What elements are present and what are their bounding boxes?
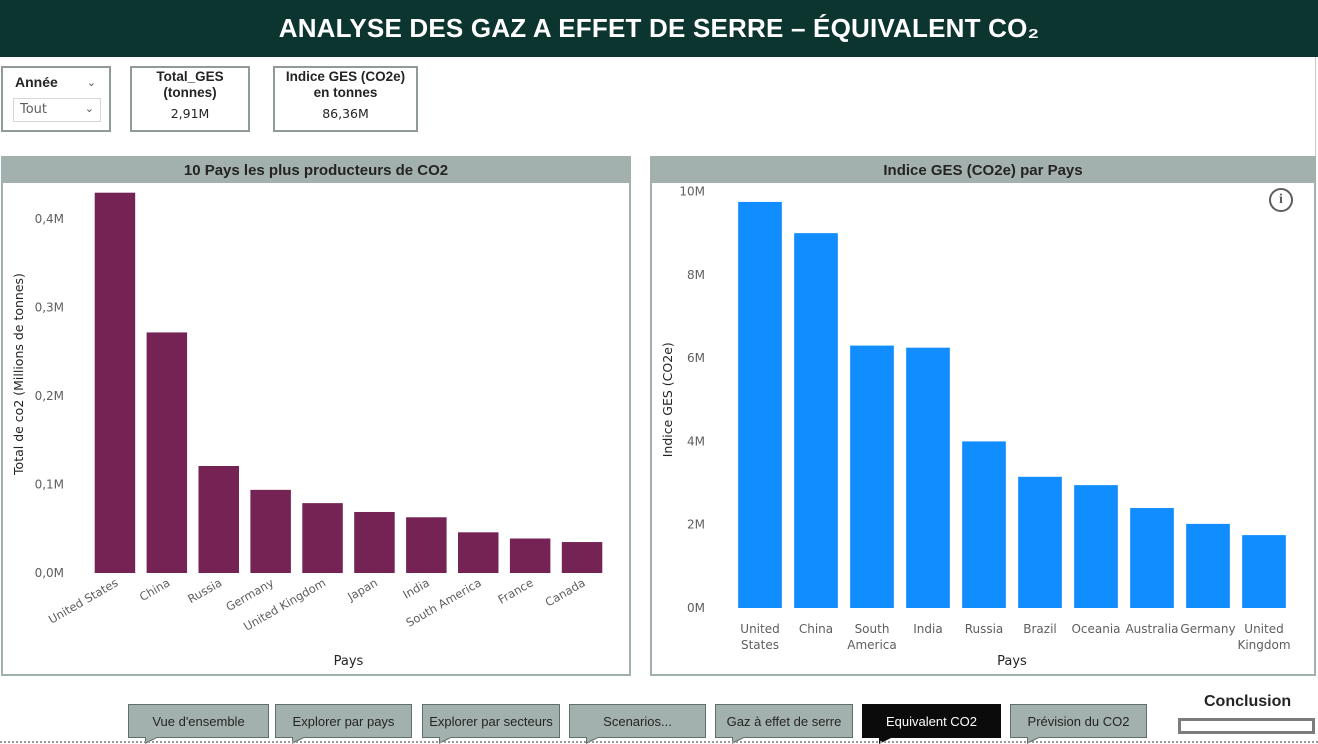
x-tick-label: France bbox=[496, 575, 536, 606]
y-tick-label: 4M bbox=[687, 434, 705, 448]
nav-button[interactable]: Scenarios... bbox=[569, 704, 706, 744]
bar bbox=[1130, 508, 1174, 608]
kpi-card-total-ges: Total_GES (tonnes) 2,91M bbox=[130, 66, 250, 132]
x-axis-label: Pays bbox=[334, 654, 364, 669]
x-tick-label: Russia bbox=[965, 622, 1004, 636]
callout-tail bbox=[293, 737, 304, 742]
chart-title: 10 Pays les plus producteurs de CO2 bbox=[3, 158, 629, 183]
bar bbox=[794, 233, 838, 608]
bar bbox=[962, 441, 1006, 608]
nav-button-label: Vue d'ensemble bbox=[152, 713, 245, 729]
callout-tail bbox=[1028, 737, 1039, 742]
nav-button[interactable]: Prévision du CO2 bbox=[1010, 704, 1147, 744]
x-tick-label: Canada bbox=[543, 575, 588, 609]
x-tick-label: Australia bbox=[1125, 622, 1178, 636]
conclusion-label: Conclusion bbox=[1204, 693, 1292, 710]
chart-title: Indice GES (CO2e) par Pays bbox=[652, 158, 1314, 183]
nav-button[interactable]: Explorer par secteurs bbox=[422, 704, 560, 744]
kpi-value: 86,36M bbox=[322, 106, 369, 121]
y-tick-label: 0M bbox=[687, 601, 705, 615]
bar bbox=[250, 489, 291, 573]
x-tick-label: Russia bbox=[185, 575, 224, 606]
bar bbox=[302, 503, 343, 573]
nav-button[interactable]: Explorer par pays bbox=[275, 704, 412, 744]
y-tick-label: 0,0M bbox=[35, 566, 64, 580]
callout-tail bbox=[880, 737, 891, 742]
x-tick-label: United States bbox=[740, 622, 779, 652]
report-header: ANALYSE DES GAZ A EFFET DE SERRE – ÉQUIV… bbox=[0, 0, 1318, 57]
ges-by-country-bar-chart: 0M 2M 4M 6M 8M 10M United States China South Ameri… bbox=[660, 185, 1291, 670]
chevron-down-icon: ⌄ bbox=[84, 102, 94, 115]
bar bbox=[458, 532, 499, 573]
ges-by-country-chart-panel: Indice GES (CO2e) par Pays 0M 2M 4M 6M 8M 10M… bbox=[650, 156, 1316, 676]
nav-button-label: Scenarios... bbox=[603, 713, 672, 729]
x-tick-label: United Kingdom bbox=[1237, 622, 1290, 652]
y-tick-label: 10M bbox=[679, 185, 705, 199]
page-title: ANALYSE DES GAZ A EFFET DE SERRE – ÉQUIV… bbox=[278, 13, 1040, 43]
bar bbox=[509, 538, 551, 573]
nav-button-label: Explorer par secteurs bbox=[429, 713, 553, 729]
co2-top10-chart-panel: 10 Pays les plus producteurs de CO2 0,0M… bbox=[1, 156, 631, 676]
bar bbox=[906, 347, 950, 608]
y-tick-label: 0,1M bbox=[35, 478, 64, 492]
callout-tail bbox=[146, 737, 157, 742]
chevron-down-icon[interactable]: ⌄ bbox=[86, 76, 96, 89]
bar bbox=[94, 192, 136, 573]
x-tick-label: South America bbox=[847, 622, 897, 652]
x-tick-label: Brazil bbox=[1023, 622, 1057, 636]
bar bbox=[354, 511, 395, 573]
bar bbox=[198, 465, 239, 573]
kpi-card-indice-ges: Indice GES (CO2e) en tonnes 86,36M bbox=[273, 66, 418, 132]
bar bbox=[561, 542, 603, 573]
nav-button[interactable]: Gaz à effet de serre bbox=[715, 704, 853, 744]
kpi-title: Total_GES (tonnes) bbox=[156, 69, 224, 100]
bar bbox=[406, 517, 447, 573]
year-dropdown[interactable]: Tout ⌄ bbox=[13, 98, 101, 122]
x-tick-label: Germany bbox=[1180, 622, 1235, 636]
y-tick-label: 0,3M bbox=[35, 301, 64, 315]
nav-button[interactable]: Equivalent CO2 bbox=[862, 704, 1001, 744]
bar bbox=[738, 201, 782, 608]
slicer-title: Année bbox=[15, 74, 58, 90]
y-tick-label: 0,2M bbox=[35, 389, 64, 403]
y-tick-label: 8M bbox=[687, 268, 705, 282]
callout-tail bbox=[733, 737, 744, 742]
kpi-value: 2,91M bbox=[170, 106, 210, 121]
year-slicer[interactable]: Année ⌄ Tout ⌄ bbox=[1, 66, 111, 132]
bar bbox=[850, 345, 894, 608]
x-tick-label: China bbox=[137, 575, 172, 604]
info-icon[interactable]: i bbox=[1269, 188, 1293, 212]
conclusion-button[interactable] bbox=[1178, 718, 1315, 734]
year-dropdown-value: Tout bbox=[20, 102, 48, 117]
x-tick-label: India bbox=[400, 575, 431, 601]
y-axis-label: Indice GES (CO2e) bbox=[660, 342, 675, 457]
bar bbox=[1242, 535, 1286, 608]
bar bbox=[1018, 476, 1062, 608]
y-tick-label: 6M bbox=[687, 351, 705, 365]
x-tick-label: China bbox=[799, 622, 833, 636]
y-tick-label: 2M bbox=[687, 518, 705, 532]
nav-button-label: Gaz à effet de serre bbox=[726, 713, 842, 729]
x-tick-label: Japan bbox=[344, 575, 380, 604]
nav-button[interactable]: Vue d'ensemble bbox=[128, 704, 269, 744]
nav-button-label: Explorer par pays bbox=[292, 713, 395, 729]
bar bbox=[1186, 523, 1230, 608]
bar bbox=[146, 332, 188, 573]
bar bbox=[1074, 485, 1118, 608]
x-tick-label: Oceania bbox=[1071, 622, 1120, 636]
nav-button-label: Equivalent CO2 bbox=[885, 713, 978, 729]
callout-tail bbox=[440, 737, 451, 742]
nav-button-label: Prévision du CO2 bbox=[1027, 713, 1130, 729]
x-tick-label: United States bbox=[46, 575, 120, 626]
x-tick-label: India bbox=[913, 622, 942, 636]
y-axis-label: Total de co2 (Millions de tonnes) bbox=[11, 273, 26, 476]
bottom-divider bbox=[0, 741, 1318, 743]
callout-tail bbox=[587, 737, 598, 742]
co2-top10-bar-chart: 0,0M 0,1M 0,2M 0,3M 0,4M United States China Ru… bbox=[11, 192, 603, 669]
y-tick-label: 0,4M bbox=[35, 212, 64, 226]
x-axis-label: Pays bbox=[997, 654, 1027, 669]
kpi-title: Indice GES (CO2e) en tonnes bbox=[285, 69, 406, 100]
